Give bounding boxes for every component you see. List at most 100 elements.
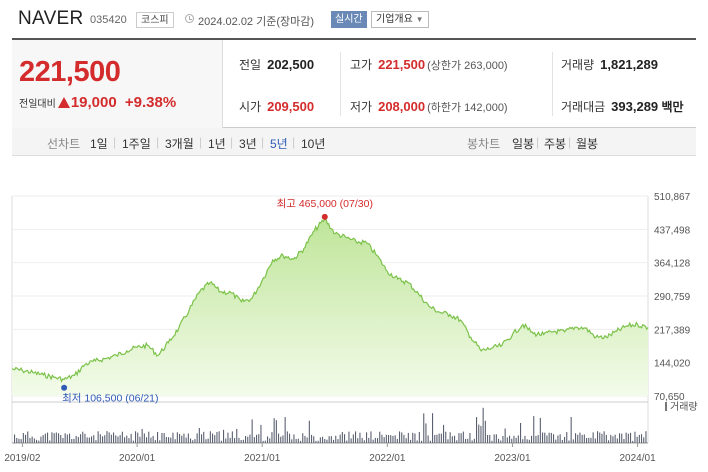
volume-bar — [174, 439, 176, 443]
volume-bar — [282, 435, 284, 443]
period-10y[interactable]: 10년 — [301, 137, 326, 151]
company-info-label: 기업개요 — [376, 14, 413, 25]
period-5y[interactable]: 5년 — [270, 137, 288, 151]
period-1y[interactable]: 1년 — [208, 137, 226, 151]
realtime-button[interactable]: 실시간 — [331, 11, 367, 28]
volume-bar — [251, 419, 253, 443]
volume-bar — [374, 437, 376, 443]
volume-bar — [273, 418, 275, 443]
x-tick-label: 2023/01 — [494, 453, 531, 464]
volume-bar — [300, 440, 302, 443]
volume-bar — [168, 437, 170, 443]
period-3m[interactable]: 3개월 — [165, 137, 194, 151]
volume-bar — [522, 439, 524, 443]
y-tick-label: 144,020 — [654, 359, 691, 370]
volume-bar — [427, 435, 429, 443]
volume-bar — [308, 420, 310, 443]
volume-bar — [194, 439, 196, 443]
volume-bar — [533, 416, 535, 443]
current-price-panel: 221,500 전일대비 19,000 +9.38% — [12, 40, 223, 128]
volume-bar — [363, 440, 365, 443]
volume-bar — [227, 432, 229, 443]
current-price: 221,500 — [19, 56, 121, 88]
candle-weekly[interactable]: 주봉 — [544, 137, 567, 151]
quote-date: 2024.02.02 기준(장마감) — [198, 16, 315, 28]
volume-bar — [163, 433, 165, 443]
volume-bar — [304, 436, 306, 443]
volume-bar — [546, 435, 548, 443]
volume-bar — [421, 440, 423, 443]
open-price: 시가 209,500 — [239, 98, 314, 115]
volume-bar — [515, 437, 517, 443]
volume-bar — [531, 435, 533, 443]
volume-bar — [42, 435, 44, 443]
volume-bar — [599, 432, 601, 443]
volume-bar — [627, 433, 629, 443]
volume-bar — [99, 434, 101, 443]
price-chart-svg: 510,867 437,498 364,128 290,759 217,389 144,0… — [4, 192, 697, 464]
stock-name[interactable]: NAVER — [18, 8, 84, 29]
volume-bar — [172, 432, 174, 443]
volume-bar — [335, 435, 337, 443]
volume-bar — [401, 432, 403, 443]
volume-bar — [315, 440, 317, 443]
volume-bar — [445, 431, 447, 443]
stock-header: NAVER 035420 코스피 2024.02.02 기준(장마감) 실시간 … — [0, 0, 708, 38]
volume-bar — [337, 439, 339, 443]
volume-bar — [311, 434, 313, 443]
amount-label: 거래대금 — [561, 100, 606, 114]
period-1d[interactable]: 1일 — [90, 137, 108, 151]
volume-bar — [429, 440, 431, 443]
volume-bar — [229, 437, 231, 443]
volume-bar — [170, 437, 172, 443]
candle-chart-label[interactable]: 봉차트 — [467, 137, 501, 151]
y-tick-label: 290,759 — [654, 292, 691, 303]
volume-bar — [319, 437, 321, 443]
volume-bar — [77, 436, 79, 443]
volume-bar — [302, 433, 304, 443]
volume-bar — [207, 438, 209, 443]
volume-bar — [40, 436, 42, 443]
company-info-dropdown[interactable]: 기업개요 ▼ — [371, 11, 429, 28]
volume-bar — [278, 433, 280, 443]
volume-bar — [502, 436, 504, 443]
candle-daily[interactable]: 일봉 — [512, 137, 535, 151]
volume-bar — [55, 432, 57, 443]
volume-bar — [253, 437, 255, 443]
volume-bar — [537, 435, 539, 443]
volume-bar — [504, 428, 506, 443]
volume-bar — [575, 433, 577, 443]
volume-bar — [568, 440, 570, 443]
volume-bar — [198, 428, 200, 443]
volume-bar — [262, 440, 264, 443]
min-label: 최저 106,500 (06/21) — [62, 393, 158, 405]
volume-bar — [577, 434, 579, 443]
volume-bar — [209, 431, 211, 443]
volume-bar — [38, 440, 40, 443]
candle-monthly[interactable]: 월봉 — [576, 137, 599, 151]
volume-bar — [610, 434, 612, 443]
prev-close-value: 202,500 — [267, 57, 315, 72]
volume-bar — [84, 433, 86, 443]
volume-bar — [484, 420, 486, 443]
separator: | — [230, 135, 234, 149]
separator: | — [156, 135, 160, 149]
volume-bar — [119, 435, 121, 443]
volume-bar — [245, 436, 247, 443]
low-label: 저가 — [350, 100, 373, 114]
period-1w[interactable]: 1주일 — [122, 137, 151, 151]
x-tick-label: 2021/01 — [244, 453, 281, 464]
line-chart-label[interactable]: 선차트 — [47, 137, 81, 151]
clock-icon — [185, 14, 194, 23]
volume-bar — [418, 432, 420, 443]
volume-bar — [641, 434, 643, 443]
period-3y[interactable]: 3년 — [239, 137, 257, 151]
volume-bar — [410, 439, 412, 443]
volume-bar — [539, 417, 541, 443]
price-chart[interactable]: 510,867 437,498 364,128 290,759 217,389 144,0… — [0, 156, 708, 472]
min-marker — [61, 384, 68, 391]
volume-bar — [306, 437, 308, 443]
volume-bar — [58, 433, 60, 443]
volume-bar — [616, 438, 618, 443]
y-tick-label: 364,128 — [654, 259, 691, 270]
